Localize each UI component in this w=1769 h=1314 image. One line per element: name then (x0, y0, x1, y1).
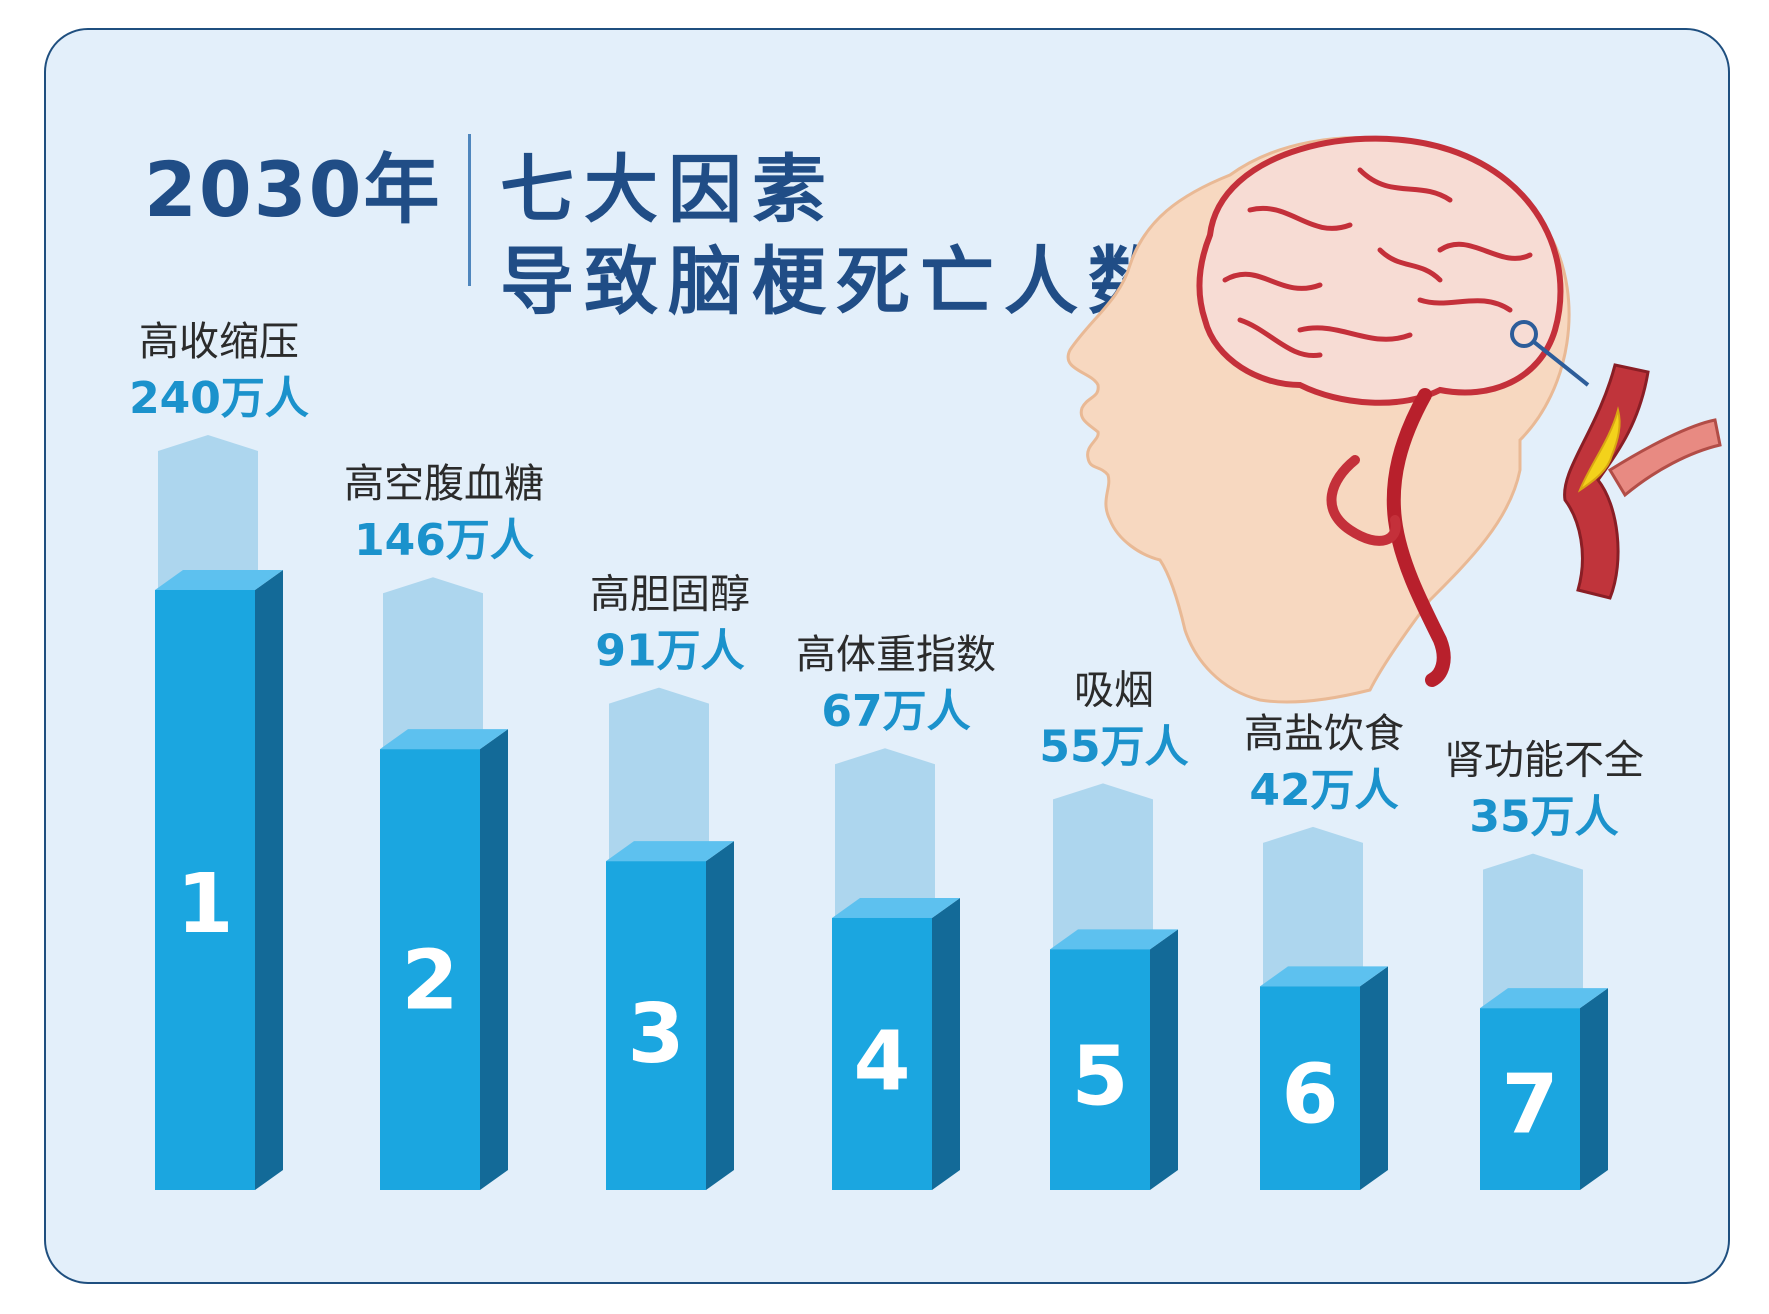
bar-value-label: 146万人 (354, 515, 534, 566)
bar-category-label: 高胆固醇 (590, 572, 750, 618)
bar-top (155, 570, 283, 590)
bar-rank-label: 1 (176, 857, 233, 952)
bar-value-label: 240万人 (129, 373, 309, 424)
bar-value-label: 55万人 (1039, 721, 1188, 772)
bar-top (606, 841, 734, 862)
bar-top (1050, 929, 1178, 950)
title-year: 2030年 (144, 145, 442, 234)
bar-category-label: 吸烟 (1074, 667, 1154, 713)
bar (1480, 1008, 1580, 1190)
bar-side (255, 570, 283, 1190)
bar-value-label: 42万人 (1249, 765, 1398, 816)
bar-rank-label: 3 (627, 987, 684, 1082)
bar-top (1480, 988, 1608, 1009)
bar-rank-label: 2 (401, 933, 458, 1028)
bar-ghost (1053, 783, 1153, 950)
bar-side (1150, 929, 1178, 1190)
bar-rank-label: 6 (1281, 1047, 1338, 1142)
bar-rank-label: 5 (1071, 1029, 1128, 1124)
bar-side (1580, 988, 1608, 1190)
bar-category-label: 高体重指数 (796, 632, 996, 678)
bar-side (1360, 966, 1388, 1190)
bar-series: 1 240万人 高收缩压 2 146万人 高空腹血糖 3 91万人 高胆固醇 4 67万人 高体重指数… (129, 319, 1644, 1190)
bar-value-label: 91万人 (595, 626, 744, 677)
bar-ghost (158, 435, 258, 590)
bar (380, 749, 480, 1190)
bar-rank-label: 4 (853, 1014, 910, 1109)
bar-side (480, 729, 508, 1190)
bar (606, 861, 706, 1190)
brain-stroke-illustration (1066, 135, 1590, 704)
bar-side (706, 841, 734, 1190)
title-divider (468, 134, 471, 286)
bar-ghost (1483, 853, 1583, 1009)
bar-category-label: 高空腹血糖 (344, 461, 544, 507)
bar-ghost (609, 687, 709, 862)
bar-value-label: 35万人 (1469, 792, 1618, 843)
bar-category-label: 肾功能不全 (1444, 738, 1644, 784)
bar-value-label: 67万人 (821, 686, 970, 737)
bar-category-label: 高收缩压 (139, 319, 299, 365)
bar (832, 917, 932, 1190)
bar-ghost (1263, 826, 1363, 987)
bar-ghost (835, 748, 935, 918)
bar (1260, 986, 1360, 1190)
bar-top (1260, 966, 1388, 987)
bar (155, 590, 255, 1190)
blocked-artery-illustration (1563, 363, 1722, 600)
bar-rank-label: 7 (1501, 1058, 1558, 1153)
bar-ghost (383, 577, 483, 750)
bar-top (832, 897, 960, 918)
bar (1050, 949, 1150, 1190)
bar-top (380, 729, 508, 750)
bar-category-label: 高盐饮食 (1244, 711, 1404, 757)
title-line-2: 导致脑梗死亡人数 (500, 239, 1172, 325)
title-line-1: 七大因素 (500, 147, 836, 233)
bar-side (932, 897, 960, 1190)
